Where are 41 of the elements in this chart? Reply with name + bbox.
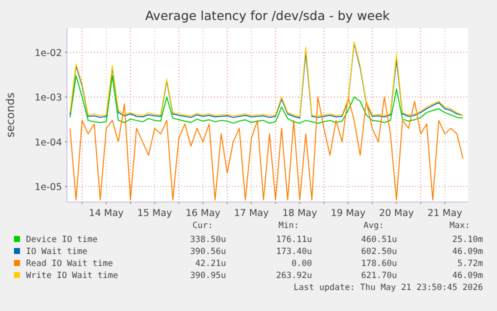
text: 46.09m: [452, 271, 483, 281]
x-tick-label: 15 May: [137, 208, 172, 219]
line-series: [70, 75, 464, 124]
text: Last update: Thu May 21 23:50:45 2026: [294, 283, 483, 293]
legend-label: Device IO time: [26, 235, 98, 245]
x-tick-label: 20 May: [379, 208, 414, 219]
x-tick-label: 21 May: [427, 208, 463, 219]
line-series: [70, 96, 464, 200]
y-axis-title: seconds: [4, 92, 17, 138]
x-tick-label: 17 May: [234, 208, 270, 219]
legend-label: Read IO Wait time: [26, 259, 113, 269]
legend-label: IO Wait time: [26, 247, 88, 257]
text: Max:: [450, 221, 470, 231]
text: 25.10m: [452, 235, 483, 245]
text: 390.95u: [190, 271, 226, 281]
text: 602.50u: [361, 247, 397, 257]
x-tick-label: 16 May: [186, 208, 221, 219]
x-tick-label: 14 May: [88, 208, 124, 219]
text: 621.70u: [361, 271, 397, 281]
y-tick-label: 1e-04: [34, 137, 62, 148]
x-tick-label: 19 May: [330, 208, 366, 219]
text: 176.11u: [276, 235, 312, 245]
text: 338.50u: [190, 235, 226, 245]
y-tick-label: 1e-02: [34, 48, 62, 59]
text: 390.56u: [190, 247, 226, 257]
chart-title: Average latency for /dev/sda - by week: [145, 8, 391, 23]
text: 263.92u: [276, 271, 312, 281]
text: 173.40u: [276, 247, 312, 257]
text: 178.60u: [361, 259, 397, 269]
legend-label: Write IO Wait time: [26, 271, 118, 281]
text: 0.00: [292, 259, 312, 269]
text: Avg:: [364, 221, 384, 231]
x-tick-label: 18 May: [282, 208, 318, 219]
text: 5.72m: [457, 259, 483, 269]
y-tick-label: 1e-05: [34, 182, 62, 193]
y-tick-label: 1e-03: [34, 92, 62, 104]
text: Min:: [278, 221, 299, 231]
text: Cur:: [192, 221, 213, 231]
text: 46.09m: [452, 247, 483, 257]
text: 460.51u: [361, 235, 397, 245]
text: 42.21u: [195, 259, 226, 269]
